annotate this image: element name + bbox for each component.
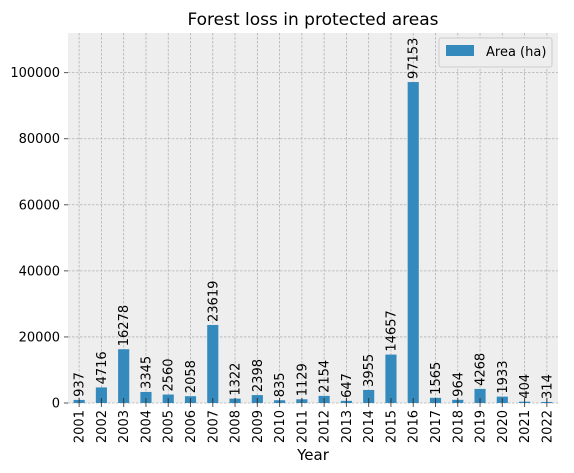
data-label-2005: 2560 <box>162 358 177 391</box>
bar-2004 <box>140 391 152 403</box>
y-tick-label: 100000 <box>10 66 60 81</box>
x-tick-label-2019: 2019 <box>474 410 489 443</box>
data-label-2014: 3955 <box>362 354 377 387</box>
x-tick-label-2011: 2011 <box>295 410 310 443</box>
x-tick-label-2020: 2020 <box>496 410 511 443</box>
x-tick-label-2002: 2002 <box>95 410 110 443</box>
data-label-2016: 97153 <box>407 38 422 79</box>
legend-label: Area (ha) <box>486 45 546 60</box>
x-tick-label-2017: 2017 <box>429 410 444 443</box>
x-tick-label-2013: 2013 <box>340 410 355 443</box>
data-label-2006: 2058 <box>184 360 199 393</box>
chart-title: Forest loss in protected areas <box>187 10 438 30</box>
data-label-2020: 1933 <box>496 361 511 394</box>
data-label-2012: 2154 <box>318 360 333 393</box>
data-label-2009: 2398 <box>251 359 266 392</box>
y-tick-label: 40000 <box>19 264 60 279</box>
x-tick-label-2012: 2012 <box>318 410 333 443</box>
y-tick-label: 20000 <box>19 330 60 345</box>
x-tick-label-2016: 2016 <box>407 410 422 443</box>
plot-background <box>68 33 558 403</box>
data-label-2008: 1322 <box>229 363 244 396</box>
data-label-2017: 1565 <box>429 362 444 395</box>
bar-2015 <box>385 354 397 403</box>
data-label-2004: 3345 <box>139 356 154 389</box>
y-tick-label: 80000 <box>19 132 60 147</box>
x-tick-label-2001: 2001 <box>73 410 88 443</box>
data-label-2019: 4268 <box>474 353 489 386</box>
data-label-2010: 835 <box>273 372 288 397</box>
y-axis: 0 20000 40000 60000 80000 100000 <box>10 66 68 412</box>
legend: Area (ha) <box>438 37 553 68</box>
data-labels: 937 4716 16278 3345 2560 2058 23619 1322 2398 835… <box>73 38 556 399</box>
bar-2002 <box>95 387 107 403</box>
x-tick-label-2015: 2015 <box>384 410 399 443</box>
x-tick-label-2018: 2018 <box>451 410 466 443</box>
x-tick-label-2007: 2007 <box>206 410 221 443</box>
y-tick-label: 0 <box>52 397 60 412</box>
x-tick-label-2021: 2021 <box>518 410 533 443</box>
data-label-2013: 647 <box>340 373 355 398</box>
bar-ticks <box>78 398 548 403</box>
data-label-2007: 23619 <box>206 281 221 322</box>
y-tick-label: 60000 <box>19 198 60 213</box>
x-tick-label-2006: 2006 <box>184 410 199 443</box>
x-tick-label-2003: 2003 <box>117 410 132 443</box>
x-tick-label-2009: 2009 <box>251 410 266 443</box>
data-label-2001: 937 <box>73 372 88 397</box>
x-tick-label-2014: 2014 <box>362 410 377 443</box>
x-tick-label-2005: 2005 <box>162 410 177 443</box>
x-tick-label-2010: 2010 <box>273 410 288 443</box>
x-axis: 2001 2002 2003 2004 2005 2006 2007 2008 2009 2010… <box>73 403 555 443</box>
x-tick-label-2004: 2004 <box>139 410 154 443</box>
bar-2014 <box>363 389 375 403</box>
bar-2019 <box>474 388 486 403</box>
data-label-2021: 404 <box>518 374 533 399</box>
data-label-2015: 14657 <box>384 310 399 351</box>
x-tick-label-2008: 2008 <box>229 410 244 443</box>
data-label-2018: 964 <box>451 372 466 397</box>
data-label-2002: 4716 <box>95 351 110 384</box>
data-label-2011: 1129 <box>295 363 310 396</box>
bar-2007 <box>207 324 219 403</box>
legend-swatch <box>446 45 474 56</box>
bar-2003 <box>118 349 130 403</box>
data-label-2003: 16278 <box>117 305 132 346</box>
x-tick-label-2022: 2022 <box>540 410 555 443</box>
bar-2016 <box>407 82 419 403</box>
x-axis-label: Year <box>296 446 330 464</box>
data-label-2022: 314 <box>540 374 555 399</box>
